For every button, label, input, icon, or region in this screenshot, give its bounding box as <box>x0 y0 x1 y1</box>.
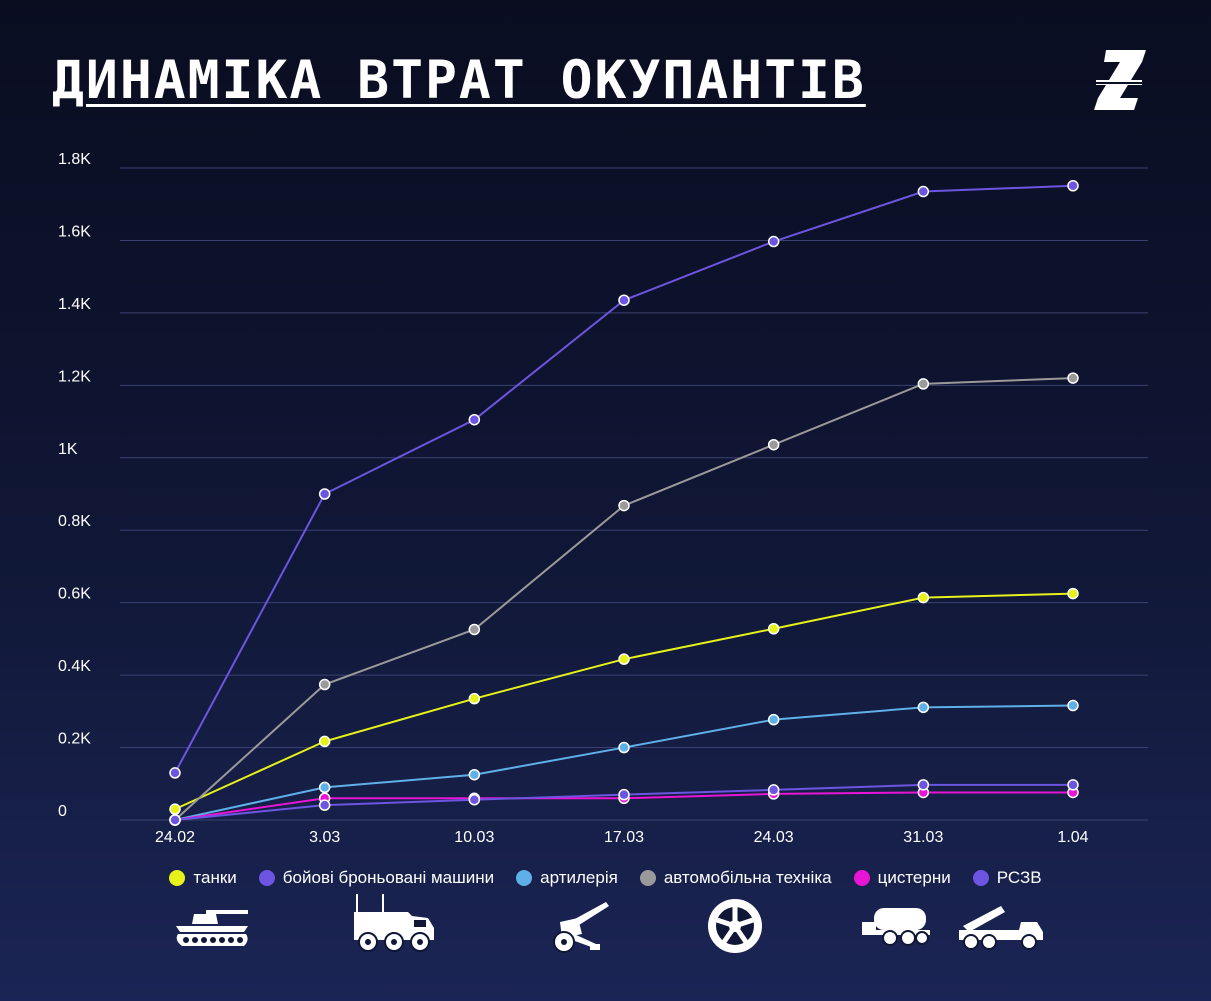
y-tick-label: 1K <box>58 441 78 458</box>
data-point <box>468 793 481 806</box>
y-tick-label: 0.4K <box>58 658 91 675</box>
legend-marker <box>258 870 275 886</box>
data-point <box>618 788 630 801</box>
data-point <box>618 294 630 306</box>
legend-item: РСЗВ <box>972 868 1042 888</box>
y-tick-label: 1.8K <box>58 151 91 168</box>
data-point <box>468 623 481 636</box>
y-tick-label: 1.4K <box>58 296 91 313</box>
data-point <box>767 438 780 451</box>
data-point <box>318 678 331 691</box>
legend-item: артилерія <box>516 868 618 888</box>
data-point <box>318 799 331 811</box>
x-tick-label: 31.03 <box>903 829 943 846</box>
tanker-truck-icon <box>862 908 930 946</box>
legend-label: РСЗВ <box>996 868 1042 887</box>
legend-label: артилерія <box>540 868 618 887</box>
tank-icon <box>176 910 248 946</box>
y-tick-label: 1.2K <box>58 368 91 385</box>
series-line <box>174 377 1074 821</box>
data-point <box>618 741 630 754</box>
data-point <box>169 814 181 826</box>
data-point <box>468 413 481 426</box>
data-point <box>318 781 331 794</box>
legend-marker <box>169 870 186 886</box>
y-tick-label: 0.8K <box>58 513 91 530</box>
data-point <box>468 768 481 781</box>
y-tick-label: 0.6K <box>58 586 91 603</box>
x-tick-label: 24.02 <box>155 829 195 846</box>
data-point <box>917 701 930 714</box>
x-tick-label: 3.03 <box>309 829 340 846</box>
legend-label: танки <box>193 868 237 887</box>
legend-item: автомобільна техніка <box>639 868 832 888</box>
data-point <box>618 653 630 665</box>
legend-label: автомобільна техніка <box>663 868 832 887</box>
data-point <box>767 235 780 248</box>
wheel-icon <box>708 899 762 953</box>
x-tick-label: 24.03 <box>754 829 794 846</box>
legend-item: танки <box>169 868 237 888</box>
rocket-launcher-icon <box>959 906 1043 950</box>
legend-marker <box>972 870 989 886</box>
chart-legend: танки бойові броньовані машини артилерія ав… <box>0 868 1211 888</box>
y-tick-label: 0.2K <box>58 731 91 748</box>
x-tick-label: 1.04 <box>1057 829 1088 846</box>
legend-label: цистерни <box>877 868 951 887</box>
legend-item: цистерни <box>853 868 951 888</box>
z-logo-icon <box>1094 50 1146 110</box>
data-point <box>618 499 630 512</box>
data-point <box>767 713 780 726</box>
data-point <box>1067 587 1079 600</box>
armored-vehicle-icon <box>354 894 434 952</box>
data-point <box>917 779 930 791</box>
artillery-icon <box>553 902 609 953</box>
data-point <box>169 767 181 779</box>
data-point <box>1067 699 1079 712</box>
data-point <box>318 488 331 500</box>
data-point <box>1067 179 1079 192</box>
data-point <box>318 735 331 748</box>
data-point <box>1067 779 1079 791</box>
data-point <box>468 692 481 705</box>
y-tick-label: 1.6K <box>58 223 91 240</box>
y-tick-label: 0 <box>58 803 67 820</box>
legend-marker <box>516 870 533 886</box>
series-line <box>174 184 1074 774</box>
legend-label: бойові броньовані машини <box>282 868 495 887</box>
data-point <box>169 803 181 815</box>
data-point <box>917 378 930 390</box>
data-point <box>917 185 930 198</box>
x-tick-label: 10.03 <box>454 829 494 846</box>
page-title: ДИНАМІКА ВТРАТ ОКУПАНТІВ <box>52 50 866 111</box>
data-point <box>767 784 780 796</box>
data-point <box>917 591 930 604</box>
series-line <box>174 592 1074 811</box>
legend-marker <box>639 870 656 886</box>
data-point <box>767 622 780 635</box>
loss-dynamics-chart: 0 0.2K 0.4K 0.6K 0.8K 1K 1.2K 1.4K 1.6K 1.8K 24.02… <box>58 151 1148 846</box>
legend-marker <box>853 870 870 886</box>
x-tick-label: 17.03 <box>604 829 644 846</box>
data-point <box>1067 372 1079 384</box>
legend-item: бойові броньовані машини <box>258 868 495 888</box>
